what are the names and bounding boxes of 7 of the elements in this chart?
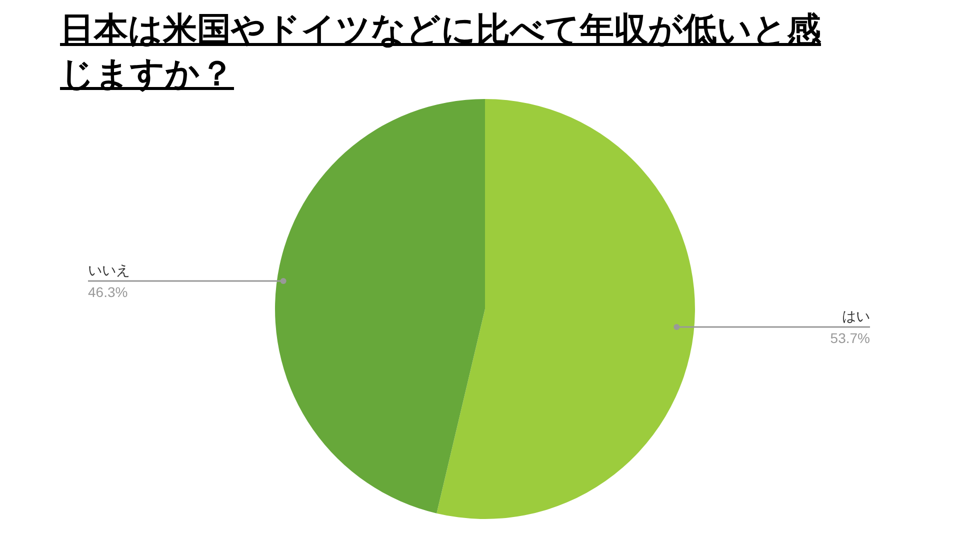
chart-title: 日本は米国やドイツなどに比べて年収が低いと感じますか？ [60, 9, 822, 96]
slice-label: はい [842, 308, 870, 325]
data-label: 46.3% [88, 284, 128, 300]
pie-slice [275, 99, 485, 514]
slice-label: いいえ [88, 263, 130, 280]
pie-slice [436, 99, 695, 519]
data-label: 53.7% [830, 330, 870, 346]
